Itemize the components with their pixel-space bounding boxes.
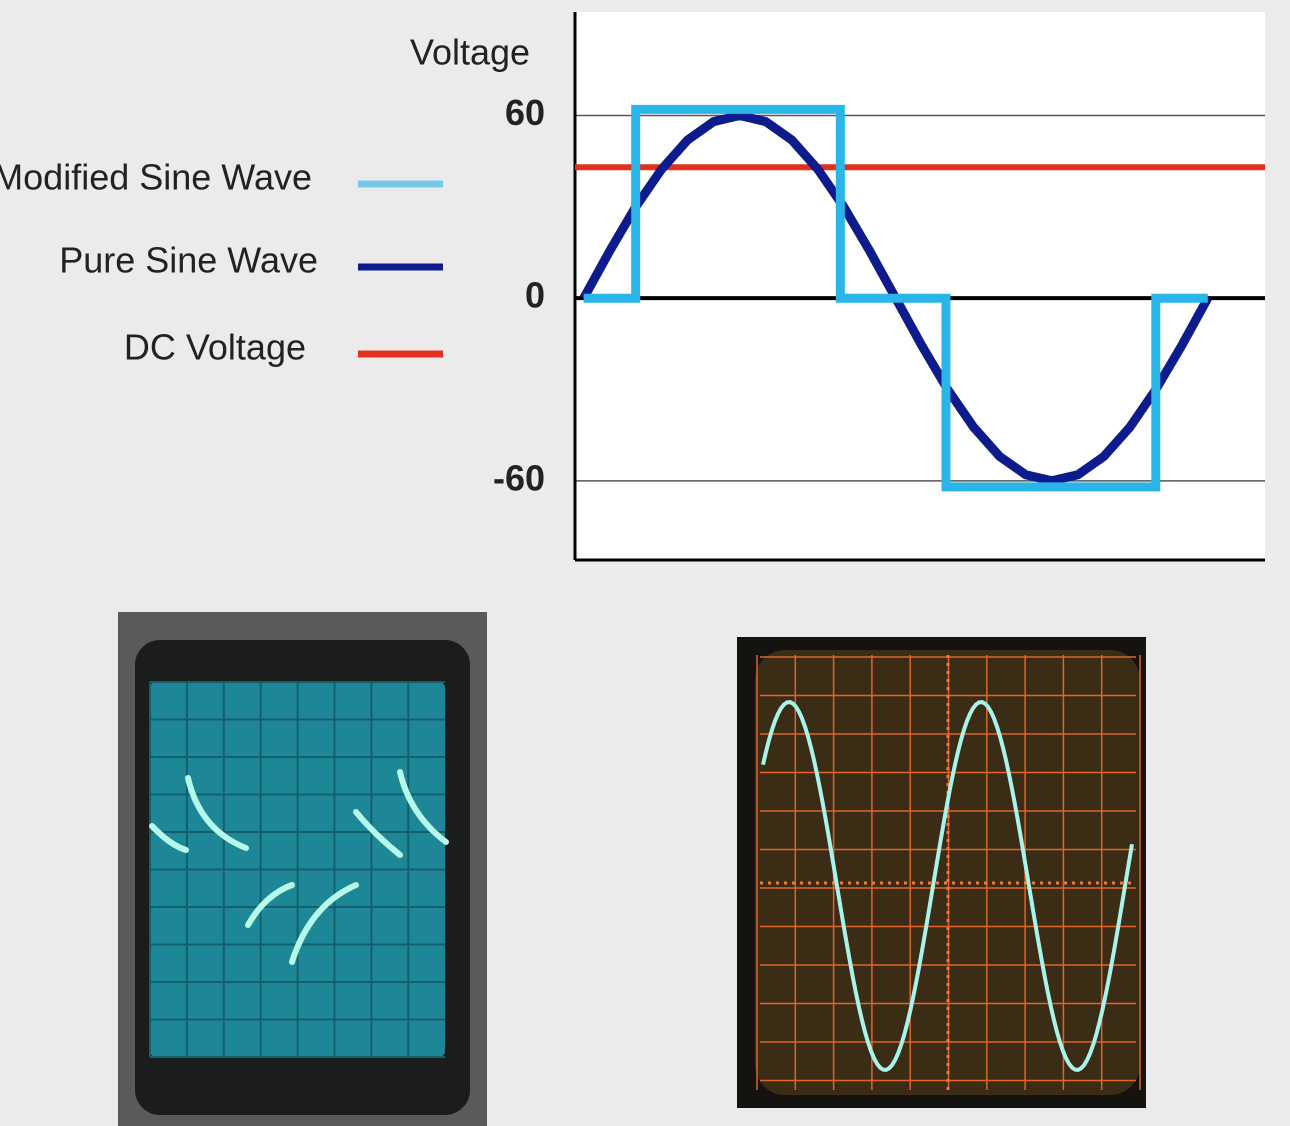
- y-tick-label: 60: [505, 92, 545, 133]
- legend-label: DC Voltage: [124, 327, 306, 368]
- oscilloscope-photo-right: [737, 637, 1146, 1108]
- plot-area: [575, 12, 1265, 560]
- oscilloscope-photo-left: [118, 612, 487, 1126]
- page: {"chart_data": { "type": "line", "y_labe…: [0, 0, 1290, 1126]
- y-axis-label: Voltage: [410, 32, 530, 73]
- legend-label: Modified Sine Wave: [0, 157, 312, 198]
- scene: Voltage -60 0 60 Modified Sine Wave Pure Sin…: [0, 0, 1290, 1126]
- legend-label: Pure Sine Wave: [59, 240, 318, 281]
- y-tick-label: 0: [525, 275, 545, 316]
- y-tick-label: -60: [493, 457, 545, 498]
